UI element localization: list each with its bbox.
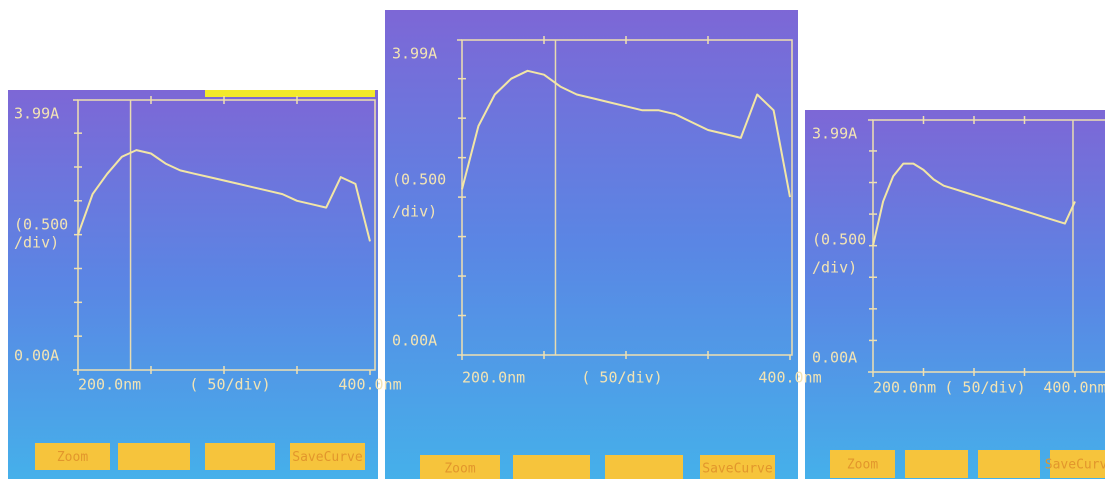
y-tick-label: 3.99A — [812, 125, 857, 143]
soft-key[interactable] — [513, 455, 590, 479]
soft-key-label: SaveCurve — [292, 450, 363, 465]
x-tick-label: 400.0nm — [1043, 379, 1105, 397]
soft-key-label: Zoom — [57, 450, 88, 465]
status-bar — [205, 90, 375, 97]
y-axis-label: (0.500 — [14, 216, 68, 234]
y-tick-label: 0.00A — [392, 332, 437, 350]
x-tick-label: 400.0nm — [338, 376, 401, 394]
x-tick-label: 200.0nm — [873, 379, 936, 397]
soft-key-label: Zoom — [444, 462, 475, 477]
page: {"chart_data": [ {"type": "line", "x": [… — [0, 0, 1105, 479]
soft-key[interactable] — [118, 443, 190, 470]
soft-key-label: SaveCurve — [702, 462, 773, 477]
soft-key[interactable] — [905, 450, 968, 478]
x-axis-label: ( 50/div) — [189, 376, 270, 394]
soft-key[interactable] — [205, 443, 275, 470]
y-axis-label: /div) — [392, 203, 437, 221]
screens: 3.99A 0.00A 200.0nm 400.0nm (0.500/div) ( 50/… — [0, 0, 1105, 479]
x-tick-label: 400.0nm — [758, 369, 821, 387]
screen — [8, 90, 378, 479]
x-axis-label: ( 50/div) — [581, 369, 662, 387]
y-tick-label: 0.00A — [14, 347, 59, 365]
y-axis-label: (0.500 — [812, 231, 866, 249]
screen — [385, 10, 798, 479]
soft-key-label: Zoom — [847, 458, 878, 473]
y-axis-label: /div) — [14, 234, 59, 252]
screen — [805, 110, 1105, 479]
soft-key-label: SaveCurve — [1045, 458, 1105, 473]
y-tick-label: 3.99A — [14, 105, 59, 123]
y-tick-label: 0.00A — [812, 349, 857, 367]
soft-key[interactable] — [605, 455, 683, 479]
y-axis-label: (0.500 — [392, 171, 446, 189]
y-tick-label: 3.99A — [392, 45, 437, 63]
x-tick-label: 200.0nm — [78, 376, 141, 394]
x-axis-label: ( 50/div) — [944, 379, 1025, 397]
x-tick-label: 200.0nm — [462, 369, 525, 387]
soft-key[interactable] — [978, 450, 1040, 478]
y-axis-label: /div) — [812, 259, 857, 277]
